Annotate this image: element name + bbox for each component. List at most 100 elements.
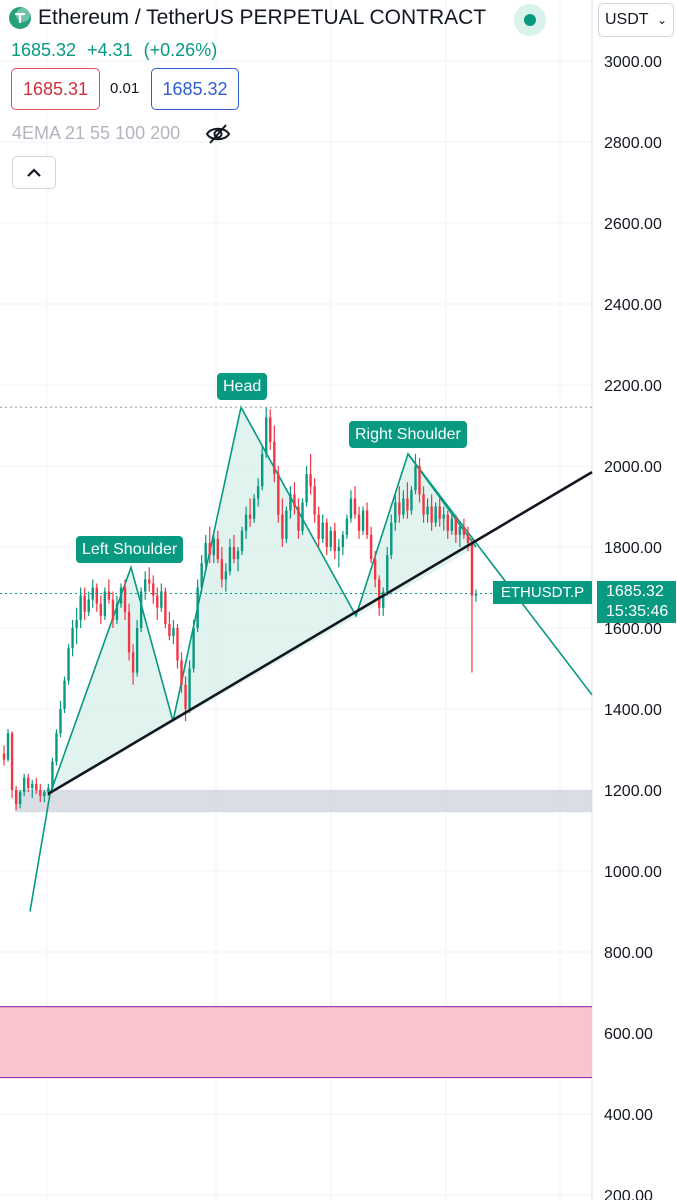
trend-lines[interactable]	[0, 406, 593, 796]
candle	[301, 498, 304, 535]
pattern-fill	[50, 407, 476, 795]
last-price-tag: 1685.32 15:35:46	[597, 581, 676, 623]
candle	[341, 530, 345, 556]
axis-tick-label: 3000.00	[604, 54, 662, 71]
candle-body	[59, 709, 62, 734]
candle-body	[252, 498, 256, 519]
candle	[406, 482, 409, 519]
candle-body	[232, 547, 236, 560]
candle	[220, 547, 224, 588]
candle-body	[410, 490, 413, 511]
candle-body	[377, 579, 381, 608]
axis-tick-label: 2400.00	[604, 297, 662, 314]
candle-body	[55, 733, 58, 762]
candle-body	[148, 579, 151, 584]
candle	[91, 579, 94, 608]
candle	[309, 453, 312, 495]
candle-body	[434, 506, 437, 523]
candle-body	[228, 547, 232, 572]
candle	[55, 729, 58, 766]
candle	[103, 587, 107, 620]
candle-body	[192, 628, 195, 669]
axis-tick-label: 1800.00	[604, 540, 662, 557]
collapse-legend-button[interactable]	[12, 156, 56, 189]
candle	[119, 583, 123, 608]
candle-body	[200, 563, 203, 588]
candle	[196, 579, 199, 633]
chevron-up-icon	[27, 167, 41, 177]
price-change-percent: (+0.26%)	[143, 40, 218, 60]
candle-body	[462, 526, 466, 535]
candle	[365, 502, 369, 539]
candle	[394, 494, 397, 531]
sell-button[interactable]: 1685.31	[11, 68, 100, 110]
candle	[265, 407, 268, 458]
candle-body	[394, 502, 397, 523]
candle	[172, 619, 175, 645]
support-zone	[15, 790, 592, 813]
right-shoulder-label[interactable]: Right Shoulder	[349, 421, 467, 448]
candle	[474, 589, 478, 602]
symbol-title[interactable]: Ethereum / TetherUS PERPETUAL CONTRACT	[8, 6, 486, 30]
candle	[6, 729, 10, 762]
buy-button[interactable]: 1685.32	[151, 68, 239, 110]
candle-body	[79, 595, 82, 620]
axis-tick-label: 1000.00	[604, 864, 662, 881]
candle-body	[285, 510, 288, 539]
candle	[31, 779, 34, 799]
candle	[357, 506, 361, 539]
candle	[305, 466, 308, 507]
candle	[176, 623, 179, 669]
axis-tick-label: 1600.00	[604, 621, 662, 638]
candle	[127, 603, 131, 661]
candle	[156, 587, 159, 620]
candle-body	[6, 733, 10, 760]
candle-body	[309, 474, 312, 487]
head-label[interactable]: Head	[217, 373, 268, 400]
candle-body	[184, 684, 187, 709]
chevron-down-icon: ⌄	[656, 13, 667, 27]
currency-label: USDT	[605, 11, 649, 28]
candle	[333, 522, 337, 560]
candle	[277, 466, 280, 523]
candle	[200, 555, 203, 592]
candle	[353, 486, 357, 519]
candle-body	[265, 417, 268, 454]
candle-body	[422, 494, 425, 515]
candle-body	[281, 514, 284, 539]
candle	[39, 783, 42, 803]
candle	[168, 611, 171, 641]
candle-body	[430, 506, 433, 523]
candle-body	[382, 591, 385, 608]
candle-body	[22, 777, 26, 793]
candle	[256, 478, 260, 507]
price-axis[interactable]: 3000.00 2800.00 2600.00 2400.00 2200.00 2000.…	[604, 54, 662, 1200]
candle	[329, 526, 332, 552]
candle-body	[406, 498, 409, 511]
candle	[398, 486, 401, 523]
demand-zone	[0, 1006, 592, 1078]
left-shoulder-label[interactable]: Left Shoulder	[76, 536, 184, 563]
candle	[224, 563, 228, 592]
candle-body	[353, 498, 357, 515]
candle-body	[454, 518, 458, 535]
currency-select[interactable]: USDT ⌄	[598, 3, 674, 37]
symbol-title-text: Ethereum / TetherUS PERPETUAL CONTRACT	[38, 6, 487, 29]
candle	[386, 547, 389, 596]
candle	[382, 587, 385, 616]
axis-tick-label: 800.00	[604, 945, 653, 962]
candle-body	[10, 733, 14, 790]
candle	[22, 773, 26, 797]
candle	[410, 486, 413, 515]
candle	[442, 506, 445, 531]
candle	[232, 534, 236, 564]
hide-eye-icon[interactable]	[204, 120, 232, 148]
indicator-legend[interactable]: 4EMA 21 55 100 200	[12, 123, 181, 143]
candle-body	[168, 623, 171, 637]
candle	[373, 551, 377, 588]
axis-tick-label: 200.00	[604, 1188, 653, 1200]
candle	[59, 700, 62, 738]
candle-body	[103, 591, 107, 616]
candle	[67, 644, 70, 685]
